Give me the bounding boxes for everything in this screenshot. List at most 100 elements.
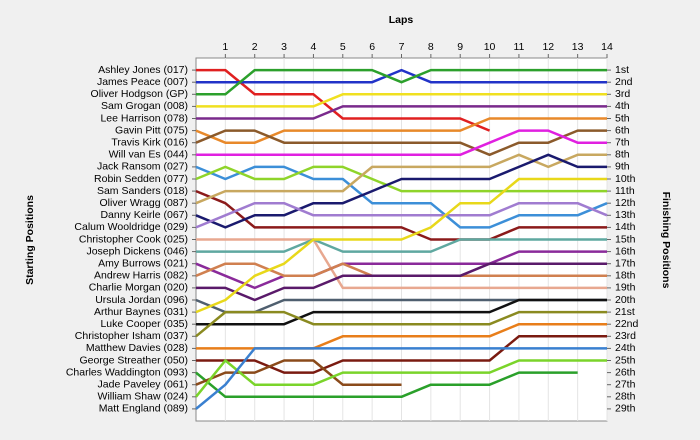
y2-tick-label: 6th (615, 124, 630, 136)
y2-tick-label: 15th (615, 233, 636, 245)
series-line (195, 250, 607, 290)
y2-tick-label: 17th (615, 257, 636, 269)
series-line (196, 262, 607, 302)
x-axis-title: Laps (389, 14, 414, 26)
x-tick-label: 1 (222, 41, 228, 53)
y-tick-label: Will van Es (044) (109, 149, 188, 161)
y-tick-label: Amy Burrows (021) (98, 257, 188, 269)
series-line (196, 68, 607, 84)
y2-tick-label: 29th (615, 403, 636, 415)
y-tick-label: Jade Paveley (061) (98, 378, 188, 390)
y2-tick-label: 23rd (615, 330, 636, 342)
series-line (195, 117, 607, 144)
series-line (196, 105, 607, 120)
x-tick-label: 4 (311, 41, 317, 53)
y-tick-label: Sam Sanders (018) (97, 185, 188, 197)
y2-tick-label: 5th (615, 112, 630, 124)
x-tick-label: 9 (457, 41, 463, 53)
y-tick-label: James Peace (007) (97, 76, 188, 88)
y-tick-label: Arthur Baynes (031) (94, 306, 188, 318)
y-tick-label: Travis Kirk (016) (111, 136, 188, 148)
series-line (195, 310, 607, 338)
x-tick-label: 6 (369, 41, 375, 53)
y2-tick-label: 28th (615, 391, 636, 403)
y2-tick-label: 27th (615, 378, 636, 390)
y2-tick-label: 3rd (615, 88, 630, 100)
y-tick-label: Matthew Davies (028) (86, 342, 188, 354)
y2-tick-label: 9th (615, 161, 630, 173)
y2-tick-label: 7th (615, 136, 630, 148)
y-tick-label: Luke Cooper (035) (100, 318, 188, 330)
series-line (195, 153, 607, 205)
y-axis-title: Starting Positions (24, 195, 36, 285)
series-line (195, 165, 607, 193)
y2-tick-label: 18th (615, 270, 636, 282)
x-tick-label: 2 (252, 41, 258, 53)
y2-tick-label: 22nd (615, 318, 639, 330)
y-tick-label: Matt England (089) (99, 403, 188, 415)
y2-tick-label: 21st (615, 306, 635, 318)
x-tick-label: 7 (399, 41, 405, 53)
series-line (195, 347, 607, 410)
y-tick-label: Oliver Hodgson (GP) (91, 88, 188, 100)
series-line (196, 298, 607, 326)
x-tick-label: 8 (428, 41, 434, 53)
series-line (196, 238, 607, 253)
y2-tick-label: 20th (615, 294, 636, 306)
series-line (195, 129, 607, 157)
y-tick-label: Christopher Cook (025) (79, 233, 188, 245)
series-line (195, 165, 608, 229)
y-tick-label: Jack Ransom (027) (97, 161, 188, 173)
y-tick-label: Ashley Jones (017) (98, 64, 188, 76)
series-line (195, 201, 608, 229)
series-line (195, 359, 402, 386)
y-tick-label: Danny Keirle (067) (100, 209, 188, 221)
series-line (196, 238, 607, 290)
x-tick-label: 10 (484, 41, 496, 53)
series-line (195, 371, 578, 399)
y-tick-label: Oliver Wragg (087) (99, 197, 188, 209)
y2-tick-label: 25th (615, 354, 636, 366)
y2-tick-label: 10th (615, 173, 636, 185)
series-line (196, 335, 607, 374)
series-line (196, 93, 607, 108)
x-tick-label: 5 (340, 41, 346, 53)
y-tick-label: Ursula Jordan (096) (95, 294, 188, 306)
y-tick-label: Gavin Pitt (075) (115, 124, 188, 136)
y2-tick-label: 13th (615, 209, 636, 221)
y2-tick-label: 24th (615, 342, 636, 354)
y-tick-label: George Streather (050) (79, 354, 188, 366)
y2-tick-label: 12th (615, 197, 636, 209)
y2-tick-label: 2nd (615, 76, 633, 88)
y-tick-label: Joseph Dickens (046) (86, 245, 188, 257)
y2-tick-label: 16th (615, 245, 636, 257)
x-tick-label: 14 (601, 41, 613, 53)
x-tick-label: 3 (281, 41, 287, 53)
y2-axis-title: Finishing Positions (660, 192, 672, 289)
y2-tick-label: 19th (615, 282, 636, 294)
series-line (195, 177, 607, 314)
series-line (195, 359, 607, 398)
y-tick-label: Lee Harrison (078) (100, 112, 188, 124)
series-line (196, 68, 607, 96)
y2-tick-label: 26th (615, 366, 636, 378)
series-line (196, 68, 491, 132)
y-tick-label: Robin Sedden (077) (94, 173, 188, 185)
y-tick-label: Charlie Morgan (020) (89, 282, 188, 294)
y-tick-label: William Shaw (024) (98, 391, 188, 403)
series-line (195, 153, 607, 229)
y-tick-label: Andrew Harris (082) (94, 270, 188, 282)
y2-tick-label: 14th (615, 221, 636, 233)
x-tick-label: 12 (542, 41, 554, 53)
y2-tick-label: 1st (615, 64, 629, 76)
y2-tick-label: 8th (615, 149, 630, 161)
y-tick-label: Christopher Isham (037) (75, 330, 188, 342)
series-line (195, 189, 607, 241)
y2-tick-label: 4th (615, 100, 630, 112)
y-tick-label: Charles Waddington (093) (66, 366, 188, 378)
x-tick-label: 13 (572, 41, 584, 53)
x-tick-label: 11 (513, 41, 524, 53)
y2-tick-label: 11th (615, 185, 635, 197)
